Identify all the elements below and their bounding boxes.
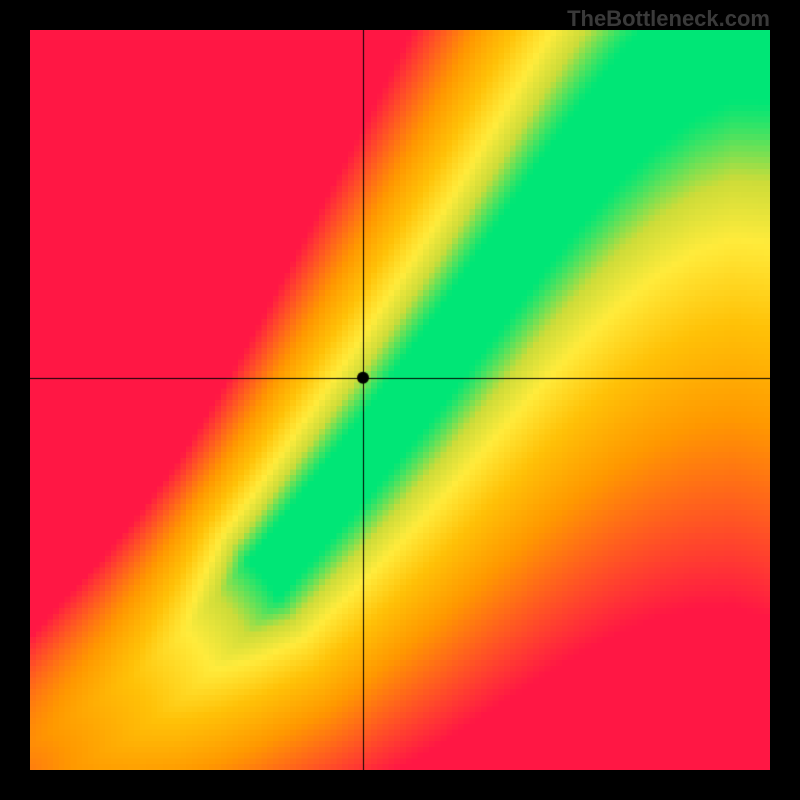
watermark-text: TheBottleneck.com xyxy=(567,6,770,32)
bottleneck-heatmap xyxy=(30,30,770,770)
chart-container: TheBottleneck.com xyxy=(0,0,800,800)
